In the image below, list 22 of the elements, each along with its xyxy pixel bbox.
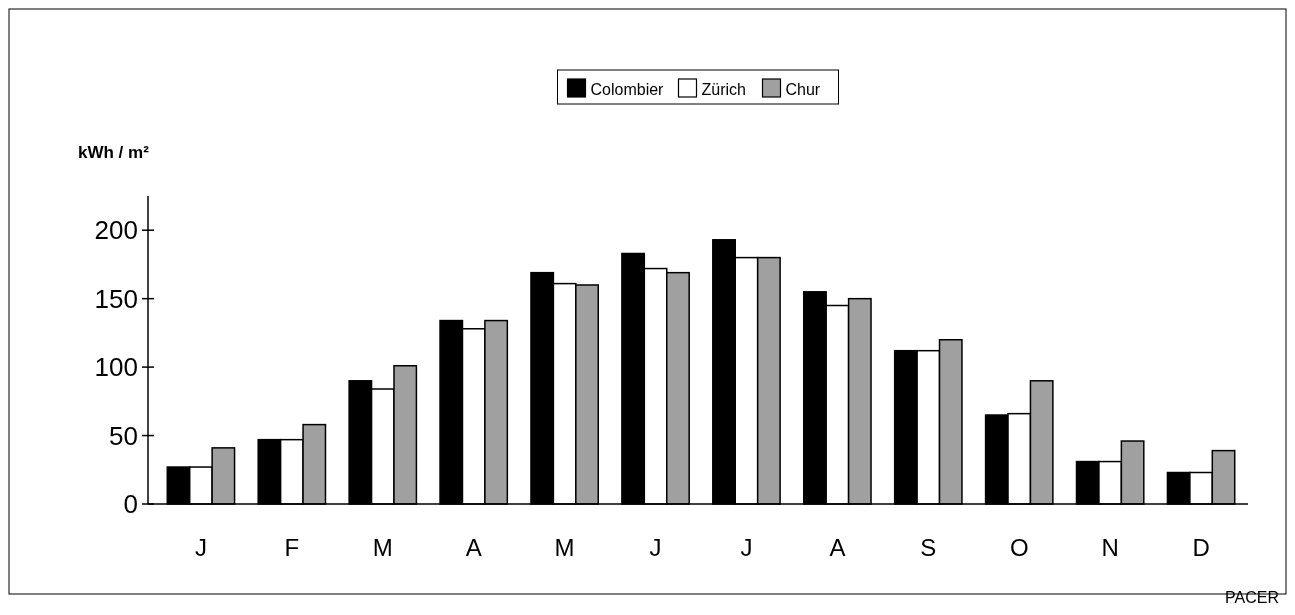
x-tick-label: M [554, 534, 575, 561]
x-tick-label: A [465, 534, 482, 561]
x-tick-label: A [829, 534, 846, 561]
x-tick-label: M [372, 534, 393, 561]
text: PACER [1225, 589, 1279, 606]
x-tick-label: J [649, 534, 662, 561]
y-tick-label: 200 [94, 215, 138, 246]
y-axis-title: kWh / m² [78, 143, 150, 162]
x-tick-label: O [1009, 534, 1029, 561]
y-tick-label: 100 [94, 352, 138, 383]
legend-label: Zürich [701, 81, 746, 98]
y-tick-label: 150 [94, 283, 138, 314]
x-tick-label: J [740, 534, 753, 561]
x-tick-label: N [1101, 534, 1119, 561]
x-tick-label: D [1192, 534, 1210, 561]
y-tick-label: 50 [109, 420, 138, 451]
x-tick-label: J [194, 534, 207, 561]
legend-label: Colombier [590, 81, 665, 98]
x-tick-label: S [920, 534, 937, 561]
legend-label: Chur [785, 81, 821, 98]
y-tick-label: 0 [123, 489, 138, 520]
x-tick-label: F [284, 534, 300, 561]
